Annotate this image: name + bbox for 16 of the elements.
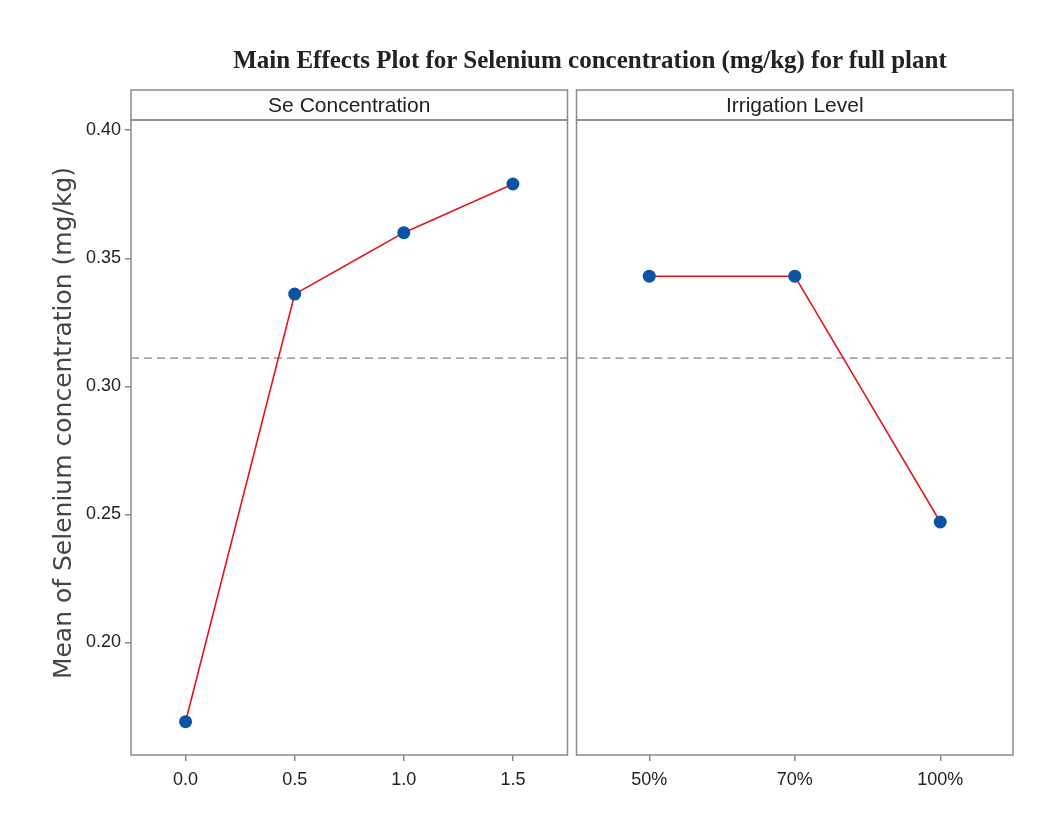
x-tick-label: 70% xyxy=(776,768,813,789)
x-tick-label: 50% xyxy=(631,768,668,789)
chart-subtitle: Irrigation Level xyxy=(576,90,1013,120)
y-axis-title: Mean of Selenium concentration (mg/kg) xyxy=(47,166,77,679)
chart-title: Main Effects Plot for Selenium concentration (mg/kg) for full plant xyxy=(232,46,948,74)
x-tick-label: 0.5 xyxy=(282,768,308,789)
x-tick-label: 1.0 xyxy=(391,768,417,789)
y-tick-label: 0.30 xyxy=(85,375,121,396)
x-tick-label: 0.0 xyxy=(173,768,199,789)
y-tick-label: 0.25 xyxy=(85,503,121,524)
y-tick-label: 0.35 xyxy=(85,247,121,268)
chart-subtitle: Se Concentration xyxy=(131,90,568,120)
y-tick-label: 0.20 xyxy=(85,631,121,652)
y-tick-label: 0.40 xyxy=(85,119,121,140)
x-tick-label: 1.5 xyxy=(500,768,526,789)
x-tick-label: 100% xyxy=(917,768,964,789)
